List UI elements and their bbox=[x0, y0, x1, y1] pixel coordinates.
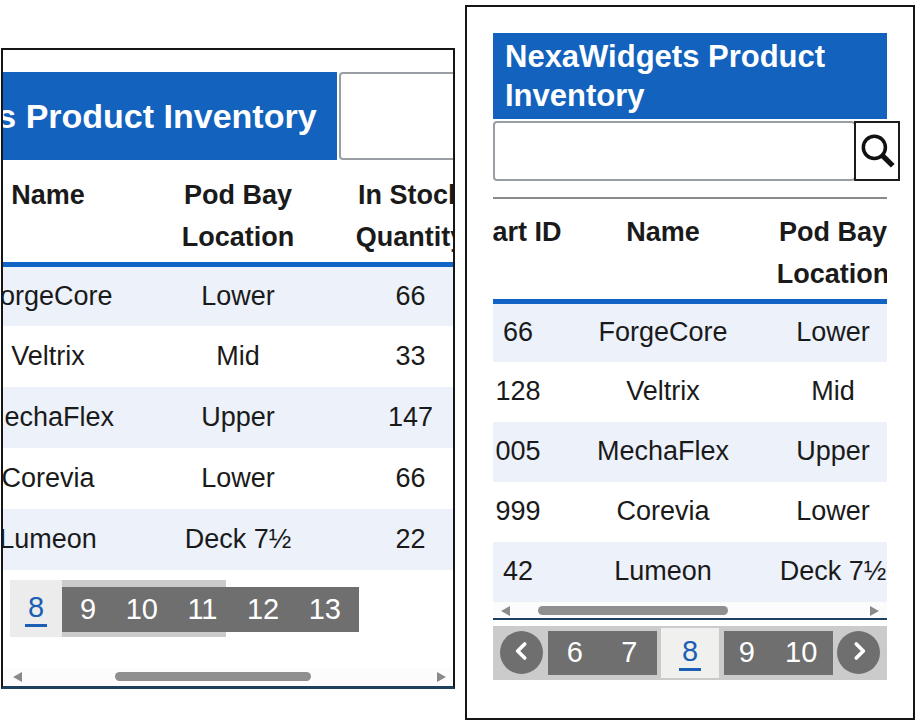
pagination-current-page[interactable]: 8 bbox=[661, 628, 719, 678]
cell-name: Corevia bbox=[1, 448, 153, 509]
app-title: NexaWidgets Product Inventory bbox=[493, 33, 887, 119]
narrow-content: NexaWidgets Product Inventory bbox=[467, 33, 913, 680]
cell-name: ForgeCore bbox=[593, 302, 733, 362]
table-row: 999 Corevia Lower 66 bbox=[493, 482, 887, 542]
table-row: 42 Lumeon Deck 7½ 22 bbox=[493, 542, 887, 602]
cell-part-id: 42 bbox=[493, 542, 593, 602]
table-header-row: Part ID Name Pod Bay Location In Stock Q… bbox=[1, 168, 455, 265]
search-button[interactable] bbox=[854, 121, 900, 181]
cell-part-id: 005 bbox=[493, 422, 593, 482]
cell-pod-bay-location: Mid bbox=[153, 326, 323, 387]
cell-pod-bay-location: Deck 7½ bbox=[733, 542, 887, 602]
page-button[interactable]: 9 bbox=[80, 593, 96, 626]
wide-scroll-content: NexaWidgets Product Inventory Part ID Na… bbox=[1, 50, 455, 570]
scroll-right-icon[interactable] bbox=[870, 606, 879, 616]
cell-part-id: 66 bbox=[493, 302, 593, 362]
pagination-pages: 9 10 11 12 13 bbox=[62, 587, 359, 632]
scroll-left-icon[interactable] bbox=[501, 606, 510, 616]
cell-name: Lumeon bbox=[1, 509, 153, 570]
cell-in-stock-quantity: 66 bbox=[323, 265, 455, 326]
cell-pod-bay-location: Upper bbox=[153, 387, 323, 448]
cell-name: MechaFlex bbox=[593, 422, 733, 482]
column-header-name: Name bbox=[593, 205, 733, 302]
page-button[interactable]: 11 bbox=[187, 593, 217, 626]
previous-page-button[interactable] bbox=[500, 631, 543, 674]
cell-name: Lumeon bbox=[593, 542, 733, 602]
cell-in-stock-quantity: 66 bbox=[323, 448, 455, 509]
inventory-panel-wide: NexaWidgets Product Inventory Part ID Na… bbox=[1, 48, 455, 689]
table-header-row: Part ID Name Pod Bay Location In Stock Q… bbox=[493, 205, 887, 302]
cell-part-id: 128 bbox=[493, 362, 593, 422]
scrollbar-thumb[interactable] bbox=[538, 606, 728, 615]
table-row: 42 Lumeon Deck 7½ 22 bbox=[1, 509, 455, 570]
cell-name: Corevia bbox=[593, 482, 733, 542]
cell-pod-bay-location: Lower bbox=[153, 448, 323, 509]
inventory-table: Part ID Name Pod Bay Location In Stock Q… bbox=[493, 205, 887, 602]
cell-pod-bay-location: Upper bbox=[733, 422, 887, 482]
cell-pod-bay-location: Mid bbox=[733, 362, 887, 422]
pagination-pages-after: 9 10 bbox=[724, 631, 833, 675]
scroll-left-icon[interactable] bbox=[13, 672, 22, 682]
page: NexaWidgets Product Inventory Part ID Na… bbox=[0, 0, 921, 727]
title-row: NexaWidgets Product Inventory bbox=[1, 72, 455, 160]
table-row: 005 MechaFlex Upper 147 bbox=[493, 422, 887, 482]
cell-in-stock-quantity: 33 bbox=[323, 326, 455, 387]
chevron-left-icon bbox=[509, 638, 535, 667]
page-button[interactable]: 9 bbox=[739, 636, 755, 669]
cell-in-stock-quantity: 22 bbox=[323, 509, 455, 570]
chevron-right-icon bbox=[846, 638, 872, 667]
table-row: 66 ForgeCore Lower 66 bbox=[1, 265, 455, 326]
horizontal-scrollbar[interactable] bbox=[493, 602, 887, 618]
pagination-current-page[interactable]: 8 bbox=[10, 580, 62, 637]
table-row: 999 Corevia Lower 66 bbox=[1, 448, 455, 509]
cell-pod-bay-location: Lower bbox=[733, 302, 887, 362]
search-input[interactable] bbox=[339, 72, 455, 160]
next-page-button[interactable] bbox=[837, 631, 880, 674]
column-header-part-id: Part ID bbox=[493, 205, 593, 302]
page-button[interactable]: 13 bbox=[309, 593, 341, 626]
search-row bbox=[493, 121, 887, 181]
column-header-pod-bay-location: Pod Bay Location bbox=[733, 205, 887, 302]
divider bbox=[493, 197, 887, 199]
cell-pod-bay-location: Lower bbox=[733, 482, 887, 542]
horizontal-scrollbar[interactable] bbox=[3, 668, 453, 686]
table-row: 005 MechaFlex Upper 147 bbox=[1, 387, 455, 448]
cell-in-stock-quantity: 147 bbox=[323, 387, 455, 448]
search-input[interactable] bbox=[493, 121, 855, 181]
page-button[interactable]: 12 bbox=[247, 593, 279, 626]
current-page-label: 8 bbox=[25, 591, 47, 627]
app-title: NexaWidgets Product Inventory bbox=[1, 72, 337, 160]
table-row: 66 ForgeCore Lower 66 bbox=[493, 302, 887, 362]
cell-name: ForgeCore bbox=[1, 265, 153, 326]
cell-name: MechaFlex bbox=[1, 387, 153, 448]
cell-pod-bay-location: Deck 7½ bbox=[153, 509, 323, 570]
table-row: 128 Veltrix Mid 33 bbox=[1, 326, 455, 387]
pagination-pages-before: 6 7 bbox=[548, 631, 657, 675]
column-header-in-stock-quantity: In Stock Quantity bbox=[323, 168, 455, 265]
inventory-panel-narrow: NexaWidgets Product Inventory bbox=[465, 5, 915, 720]
inventory-table: Part ID Name Pod Bay Location In Stock Q… bbox=[1, 168, 455, 570]
page-button[interactable]: 10 bbox=[126, 593, 158, 626]
page-button[interactable]: 6 bbox=[567, 636, 583, 669]
column-header-name: Name bbox=[1, 168, 153, 265]
cell-name: Veltrix bbox=[1, 326, 153, 387]
scrollbar-thumb[interactable] bbox=[115, 672, 311, 681]
table-scroll-container: Part ID Name Pod Bay Location In Stock Q… bbox=[493, 205, 887, 620]
cell-name: Veltrix bbox=[593, 362, 733, 422]
current-page-label: 8 bbox=[679, 635, 701, 671]
cell-part-id: 999 bbox=[493, 482, 593, 542]
scroll-right-icon[interactable] bbox=[437, 672, 446, 682]
pagination: 6 7 8 9 10 bbox=[493, 626, 887, 680]
page-button[interactable]: 10 bbox=[785, 636, 817, 669]
column-header-pod-bay-location: Pod Bay Location bbox=[153, 168, 323, 265]
search-icon bbox=[856, 129, 898, 174]
cell-pod-bay-location: Lower bbox=[153, 265, 323, 326]
page-button[interactable]: 7 bbox=[621, 636, 637, 669]
table-row: 128 Veltrix Mid 33 bbox=[493, 362, 887, 422]
table-scroll-content: Part ID Name Pod Bay Location In Stock Q… bbox=[493, 205, 887, 602]
